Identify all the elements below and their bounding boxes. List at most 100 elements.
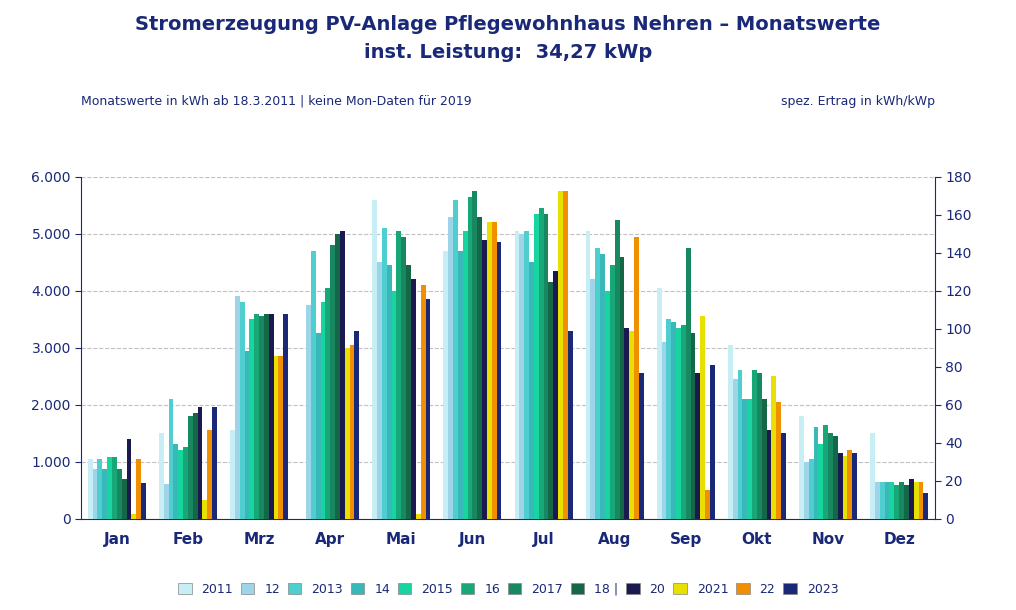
Bar [747,399,752,518]
Bar [273,356,278,518]
Bar [710,365,715,518]
Bar [899,482,904,518]
Bar [809,459,814,518]
Bar [852,453,858,518]
Bar [235,296,240,518]
Bar [904,485,909,518]
Bar [311,251,316,518]
Bar [666,319,672,518]
Bar [918,482,924,518]
Bar [240,302,245,518]
Bar [634,237,639,518]
Bar [752,370,757,518]
Bar [472,191,478,518]
Bar [700,317,705,518]
Bar [411,279,416,518]
Text: Monatswerte in kWh ab 18.3.2011 | keine Mon-Daten für 2019: Monatswerte in kWh ab 18.3.2011 | keine … [81,95,471,107]
Bar [355,331,360,518]
Bar [391,291,396,518]
Bar [563,191,568,518]
Bar [467,197,472,518]
Bar [462,231,467,518]
Bar [533,214,538,518]
Bar [478,217,483,518]
Bar [245,351,249,518]
Bar [127,439,131,518]
Bar [306,305,311,518]
Bar [727,345,733,518]
Bar [757,373,762,518]
Bar [549,282,554,518]
Bar [833,436,838,518]
Bar [529,262,533,518]
Bar [656,288,661,518]
Bar [169,399,174,518]
Bar [838,453,842,518]
Bar [136,459,141,518]
Bar [743,399,747,518]
Bar [799,416,804,518]
Bar [894,485,899,518]
Bar [691,334,696,518]
Bar [87,459,92,518]
Bar [453,199,458,518]
Bar [875,482,880,518]
Bar [316,334,320,518]
Bar [519,234,524,518]
Bar [406,265,411,518]
Bar [335,234,340,518]
Bar [600,254,605,518]
Bar [178,450,183,518]
Bar [681,325,686,518]
Bar [610,265,615,518]
Bar [661,342,666,518]
Bar [738,370,743,518]
Bar [625,328,629,518]
Bar [590,279,595,518]
Bar [629,331,634,518]
Bar [320,302,325,518]
Bar [686,248,691,518]
Bar [458,251,462,518]
Bar [188,416,193,518]
Bar [443,251,448,518]
Bar [639,373,644,518]
Legend: 2011, 12, 2013, 14, 2015, 16, 2017, 18 |, 20, 2021, 22, 2023: 2011, 12, 2013, 14, 2015, 16, 2017, 18 |… [173,578,843,601]
Bar [771,376,776,518]
Bar [416,514,421,518]
Bar [207,430,212,518]
Bar [183,447,188,518]
Bar [325,288,330,518]
Bar [696,373,700,518]
Bar [283,314,289,518]
Bar [676,328,681,518]
Bar [595,248,600,518]
Bar [880,482,885,518]
Bar [212,407,217,518]
Bar [350,345,355,518]
Bar [492,223,497,518]
Bar [672,322,676,518]
Bar [554,271,558,518]
Bar [198,407,202,518]
Bar [340,231,344,518]
Bar [483,240,487,518]
Bar [889,482,894,518]
Bar [568,331,573,518]
Bar [269,314,273,518]
Bar [396,231,401,518]
Bar [330,245,335,518]
Bar [158,433,164,518]
Bar [620,257,625,518]
Bar [487,223,492,518]
Bar [254,314,259,518]
Bar [344,348,350,518]
Bar [776,402,781,518]
Bar [164,484,169,518]
Bar [98,459,103,518]
Bar [92,469,98,518]
Bar [615,220,620,518]
Bar [847,450,852,518]
Bar [141,483,146,518]
Bar [524,231,529,518]
